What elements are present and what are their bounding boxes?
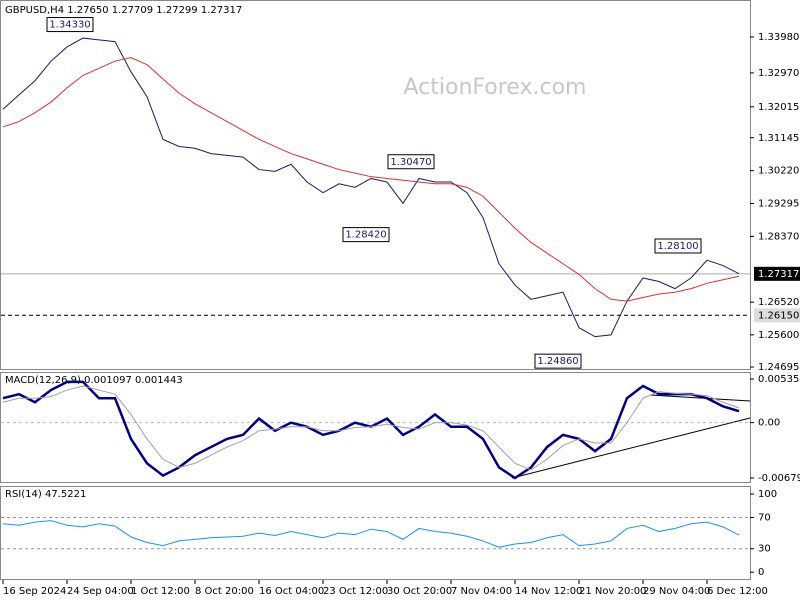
x-tick-label: 14 Nov 12:00 xyxy=(515,586,582,597)
y-tick-label: 0.005359 xyxy=(758,374,800,385)
price-panel xyxy=(0,0,751,370)
y-tick-label: 30 xyxy=(758,544,771,555)
annotation-label: 1.28100 xyxy=(657,241,698,252)
x-tick-label: 16 Oct 04:00 xyxy=(259,586,324,597)
annotation-box xyxy=(342,227,390,243)
annotation-label: 1.34330 xyxy=(49,20,90,31)
x-tick-label: 24 Sep 04:00 xyxy=(67,586,134,597)
x-tick-label: 21 Nov 20:00 xyxy=(579,586,646,597)
y-tick-label: 1.32015 xyxy=(758,102,799,113)
watermark: ActionForex.com xyxy=(404,75,587,100)
y-tick-label: 1.33980 xyxy=(758,32,799,43)
series-line xyxy=(2,57,740,302)
rsi-title: RSI(14) 47.5221 xyxy=(5,489,86,500)
series-line xyxy=(2,385,740,471)
x-tick-label: 16 Sep 2024 xyxy=(3,586,66,597)
x-tick-label: 30 Oct 20:00 xyxy=(387,586,452,597)
support-box xyxy=(754,308,800,323)
x-tick-label: 6 Dec 12:00 xyxy=(707,586,768,597)
annotation-box xyxy=(46,17,94,33)
annotation-label: 1.24860 xyxy=(537,356,578,367)
y-tick-label: 70 xyxy=(758,512,771,523)
current-price-label: 1.27317 xyxy=(758,269,799,280)
chart-title: GBPUSD,H4 1.27650 1.27709 1.27299 1.2731… xyxy=(5,5,242,16)
annotation-label: 1.28420 xyxy=(345,230,386,241)
x-tick-label: 8 Oct 20:00 xyxy=(195,586,254,597)
annotation-box xyxy=(534,353,582,369)
y-tick-label: 0 xyxy=(758,567,764,578)
y-tick-label: 1.26520 xyxy=(758,297,799,308)
rsi-panel xyxy=(0,486,751,580)
y-tick-label: 1.29295 xyxy=(758,199,799,210)
y-tick-label: 1.31145 xyxy=(758,133,799,144)
x-tick-label: 23 Oct 12:00 xyxy=(323,586,388,597)
y-tick-label: 1.28370 xyxy=(758,231,799,242)
y-tick-label: 1.30220 xyxy=(758,166,799,177)
series-line xyxy=(2,37,740,338)
x-tick-label: 29 Nov 04:00 xyxy=(643,586,710,597)
current-price-box xyxy=(754,266,800,281)
annotation-box xyxy=(654,238,702,254)
macd-panel xyxy=(0,372,751,483)
trendline xyxy=(649,394,751,402)
y-tick-label: 1.25600 xyxy=(758,330,799,341)
y-tick-label: -0.006798 xyxy=(758,473,800,484)
macd-title: MACD(12,26,9) 0.001097 0.001443 xyxy=(5,375,183,386)
y-tick-label: 1.32970 xyxy=(758,68,799,79)
support-label: 1.26150 xyxy=(758,310,799,321)
x-tick-label: 1 Oct 12:00 xyxy=(131,586,190,597)
annotation-label: 1.30470 xyxy=(390,157,431,168)
x-tick-label: 7 Nov 04:00 xyxy=(451,586,512,597)
trendline xyxy=(511,417,751,479)
annotation-box xyxy=(387,154,435,170)
series-line xyxy=(2,520,740,548)
y-tick-label: 1.24695 xyxy=(758,362,799,373)
y-tick-label: 100 xyxy=(758,489,777,500)
y-tick-label: 0.00 xyxy=(758,418,780,429)
